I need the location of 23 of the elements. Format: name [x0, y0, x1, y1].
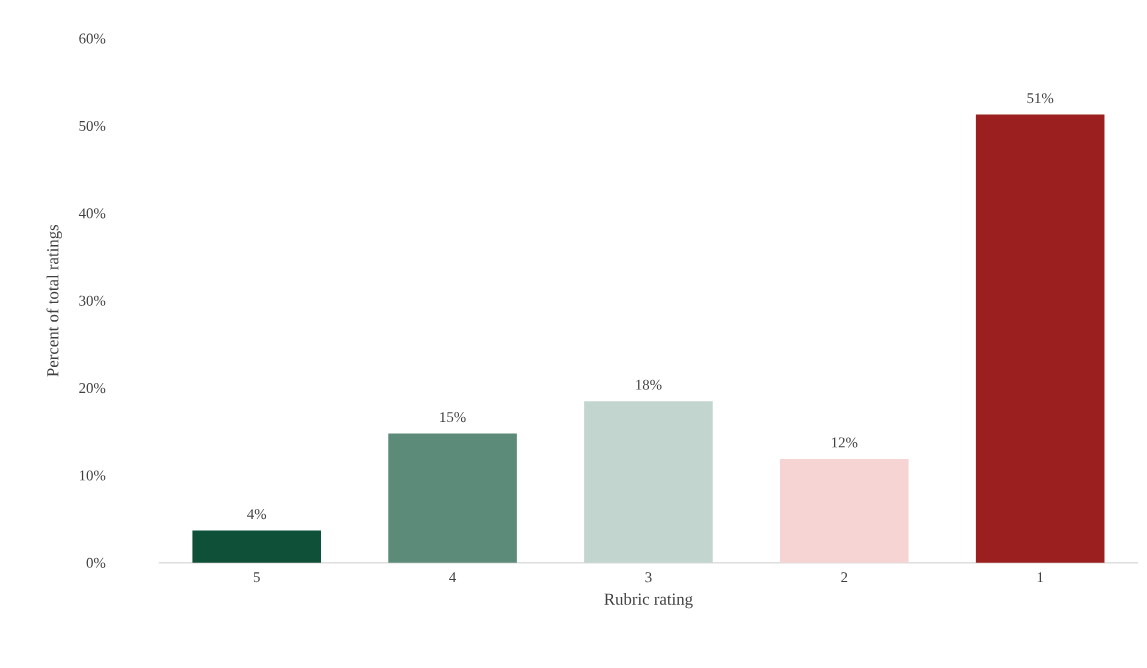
y-axis-title: Percent of total ratings: [46, 225, 62, 377]
y-tick-label: 10%: [79, 470, 106, 481]
y-tick-label: 50%: [79, 121, 106, 132]
data-label: 4%: [247, 509, 267, 520]
bar: [388, 433, 517, 563]
data-label: 15%: [440, 412, 466, 423]
bar: [975, 114, 1105, 563]
x-tick-label: 3: [645, 572, 652, 583]
x-axis-title: Rubric rating: [604, 593, 693, 609]
x-tick-label: 1: [1037, 572, 1043, 583]
x-tick-label: 5: [253, 572, 260, 583]
y-tick-label: 0%: [86, 557, 106, 569]
data-label: 12%: [832, 437, 858, 448]
bar: [780, 459, 909, 563]
y-tick-label: 20%: [79, 383, 106, 394]
x-tick-label: 2: [841, 572, 848, 583]
bar: [192, 530, 321, 563]
data-label: 18%: [636, 379, 662, 390]
data-label: 51%: [1027, 93, 1054, 104]
y-tick-label: 60%: [79, 33, 106, 44]
x-tick-label: 4: [449, 572, 457, 583]
y-tick-label: 40%: [78, 208, 106, 219]
y-tick-label: 30%: [79, 295, 106, 306]
